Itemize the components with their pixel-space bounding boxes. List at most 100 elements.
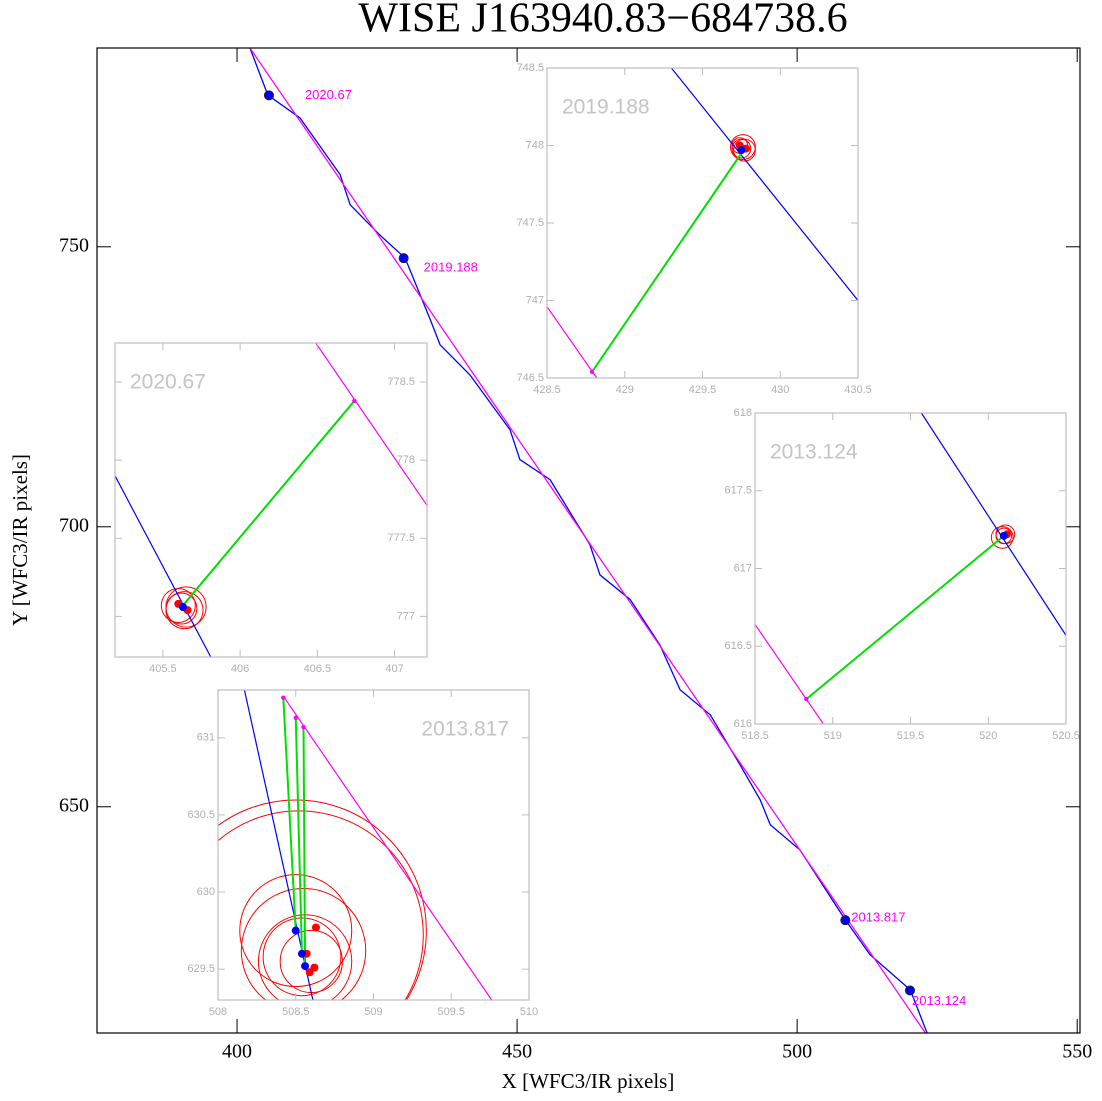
proper-motion-line [315, 343, 427, 506]
x-tick-label: 450 [502, 1041, 532, 1063]
x-tick-label: 428.5 [533, 384, 561, 396]
predicted-point [281, 695, 286, 700]
predicted-point [804, 696, 809, 702]
predicted-point [589, 369, 595, 374]
plot-area [755, 413, 1066, 724]
x-tick-label: 430.5 [844, 384, 872, 396]
x-tick-label: 519 [824, 730, 842, 742]
x-tick-label: 429.5 [689, 384, 717, 396]
proper-motion-line [249, 48, 926, 1033]
measured-point [305, 968, 314, 977]
model-point [178, 603, 187, 612]
plot-area [547, 68, 858, 378]
predicted-point [301, 724, 306, 730]
epoch-label: 2019.188 [424, 260, 478, 275]
y-tick-label: 777 [397, 610, 415, 622]
y-tick-label: 747 [526, 294, 544, 306]
y-tick-label: 617.5 [724, 485, 752, 497]
chart-title: WISE J163940.83−684738.6 [358, 0, 847, 42]
epoch-point [840, 915, 851, 926]
model-curve [115, 475, 212, 657]
epoch-point [398, 253, 409, 264]
x-tick-label: 509 [364, 1006, 382, 1018]
epoch-point [263, 90, 274, 101]
epoch-label: 2013.817 [851, 910, 905, 925]
model-curve [670, 68, 858, 301]
plot-area [249, 48, 928, 1033]
epoch-label: 2020.67 [305, 87, 352, 102]
model-point [291, 926, 300, 935]
predicted-point [352, 398, 357, 404]
y-tick-label: 618 [734, 407, 752, 419]
offset-line [302, 727, 307, 967]
offset-line [591, 152, 743, 373]
y-tick-label: 748.5 [516, 62, 544, 74]
x-tick-label: 429 [616, 384, 634, 396]
error-circle [990, 526, 1014, 549]
inset-label: 2013.124 [770, 441, 858, 464]
error-circle [239, 874, 353, 988]
x-tick-label: 500 [782, 1041, 812, 1063]
plot-area [218, 690, 493, 1000]
y-tick-label: 777.5 [387, 532, 415, 544]
x-tick-label: 406 [231, 663, 249, 675]
error-circle [733, 138, 756, 162]
x-tick-label: 518.5 [741, 730, 769, 742]
y-tick-label: 778.5 [387, 376, 415, 388]
inset-background [218, 690, 529, 1000]
inset-label: 2013.817 [421, 718, 509, 741]
proper-motion-line [547, 306, 598, 378]
offset-line [294, 717, 303, 954]
y-tick-label: 630.5 [187, 809, 215, 821]
y-tick-label: 747.5 [516, 217, 544, 229]
x-tick-label: 430 [771, 384, 789, 396]
y-tick-label: 617 [734, 562, 752, 574]
y-tick-label: 629.5 [187, 963, 215, 975]
x-tick-label: 406.5 [304, 663, 332, 675]
y-tick-label: 746.5 [516, 372, 544, 384]
inset-background [755, 413, 1066, 724]
x-tick-label: 400 [222, 1041, 252, 1063]
y-tick-label: 700 [59, 514, 89, 536]
measured-point [311, 923, 320, 932]
model-curve [920, 413, 1066, 636]
x-tick-label: 508.5 [282, 1006, 310, 1018]
x-tick-label: 519.5 [897, 730, 925, 742]
y-tick-label: 778 [397, 454, 415, 466]
offset-line [805, 535, 1005, 700]
y-tick-label: 630 [197, 886, 215, 898]
error-circle [218, 799, 427, 1000]
epoch-point [905, 985, 916, 996]
proper-motion-line [755, 624, 824, 724]
x-tick-label: 520.5 [1052, 730, 1080, 742]
error-circle [165, 586, 207, 628]
error-circle [995, 524, 1016, 545]
model-point [301, 962, 310, 971]
model-point [999, 531, 1008, 540]
inset-frame [114, 342, 428, 658]
predicted-point [293, 715, 298, 720]
offset-line [282, 697, 297, 931]
y-tick-label: 650 [59, 794, 89, 816]
x-tick-label: 405.5 [149, 663, 177, 675]
y-tick-label: 748 [526, 139, 544, 151]
model-point [737, 146, 746, 155]
x-tick-label: 550 [1062, 1041, 1092, 1063]
x-tick-label: 509.5 [437, 1006, 465, 1018]
y-tick-label: 631 [197, 732, 215, 744]
y-tick-label: 616.5 [724, 640, 752, 652]
plot-frame [96, 47, 1081, 1034]
error-circle [240, 887, 367, 1000]
x-axis-label: X [WFC3/IR pixels] [502, 1069, 675, 1093]
x-tick-label: 508 [209, 1006, 227, 1018]
y-tick-label: 616 [734, 718, 752, 730]
model-point [297, 949, 306, 958]
inset-background [547, 68, 858, 378]
x-tick-label: 520 [979, 730, 997, 742]
epoch-label: 2013.124 [912, 993, 966, 1008]
x-tick-label: 407 [385, 663, 403, 675]
plot-area [115, 343, 427, 657]
proper-motion-line [282, 695, 493, 1000]
inset-label: 2019.188 [562, 96, 650, 119]
